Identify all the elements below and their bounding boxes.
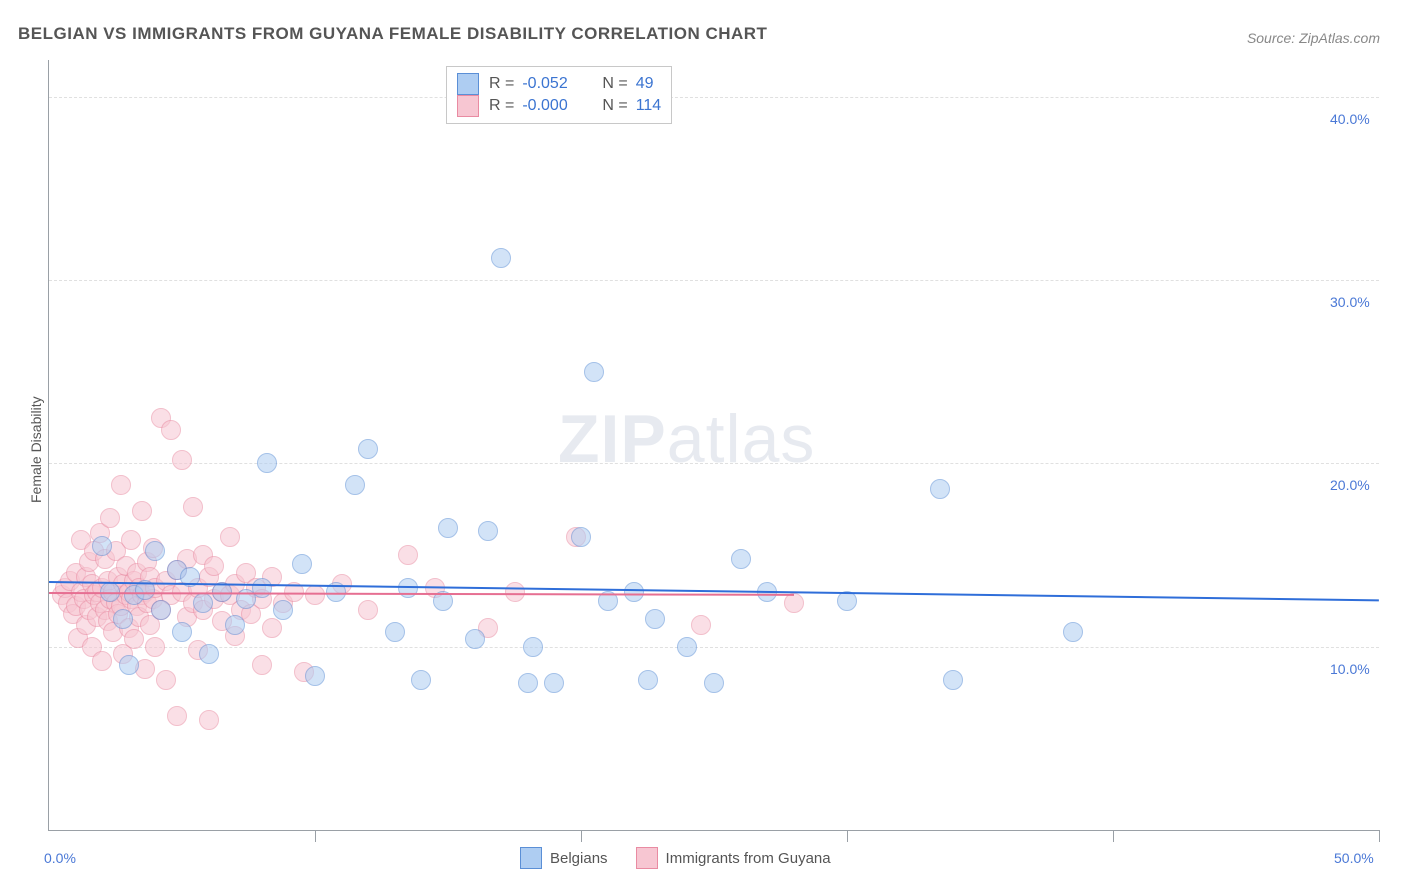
data-point bbox=[119, 655, 139, 675]
legend-swatch bbox=[457, 73, 479, 95]
watermark: ZIPatlas bbox=[558, 400, 815, 478]
legend-swatch bbox=[520, 847, 542, 869]
series-legend-item: Immigrants from Guyana bbox=[636, 847, 831, 869]
data-point bbox=[172, 622, 192, 642]
data-point bbox=[943, 670, 963, 690]
data-point bbox=[398, 545, 418, 565]
data-point bbox=[1063, 622, 1083, 642]
data-point bbox=[731, 549, 751, 569]
data-point bbox=[677, 637, 697, 657]
legend-swatch bbox=[636, 847, 658, 869]
data-point bbox=[124, 629, 144, 649]
legend-n-label: N = bbox=[602, 75, 627, 93]
data-point bbox=[305, 666, 325, 686]
x-tick bbox=[315, 830, 316, 842]
data-point bbox=[262, 618, 282, 638]
watermark-atlas: atlas bbox=[667, 401, 816, 477]
data-point bbox=[411, 670, 431, 690]
data-point bbox=[478, 521, 498, 541]
data-point bbox=[100, 508, 120, 528]
data-point bbox=[518, 673, 538, 693]
x-tick bbox=[847, 830, 848, 842]
gridline bbox=[49, 97, 1379, 98]
x-tick bbox=[1379, 830, 1380, 842]
data-point bbox=[465, 629, 485, 649]
y-tick-label: 10.0% bbox=[1330, 661, 1370, 677]
data-point bbox=[638, 670, 658, 690]
data-point bbox=[252, 578, 272, 598]
data-point bbox=[345, 475, 365, 495]
data-point bbox=[151, 600, 171, 620]
data-point bbox=[161, 420, 181, 440]
data-point bbox=[199, 644, 219, 664]
data-point bbox=[691, 615, 711, 635]
data-point bbox=[704, 673, 724, 693]
data-point bbox=[645, 609, 665, 629]
data-point bbox=[111, 475, 131, 495]
data-point bbox=[204, 556, 224, 576]
x-tick bbox=[581, 830, 582, 842]
data-point bbox=[252, 655, 272, 675]
data-point bbox=[292, 554, 312, 574]
x-max-label: 50.0% bbox=[1334, 850, 1374, 866]
y-axis-title: Female Disability bbox=[28, 396, 44, 503]
chart-title: BELGIAN VS IMMIGRANTS FROM GUYANA FEMALE… bbox=[18, 24, 767, 44]
data-point bbox=[172, 450, 192, 470]
gridline bbox=[49, 280, 1379, 281]
series-name: Immigrants from Guyana bbox=[666, 850, 831, 867]
legend-n-value: 49 bbox=[636, 75, 654, 93]
data-point bbox=[358, 600, 378, 620]
legend-n-label: N = bbox=[602, 97, 627, 115]
legend-row: R = -0.000 N = 114 bbox=[457, 95, 661, 117]
data-point bbox=[523, 637, 543, 657]
data-point bbox=[113, 609, 133, 629]
data-point bbox=[544, 673, 564, 693]
legend-r-label: R = bbox=[489, 97, 514, 115]
legend-r-label: R = bbox=[489, 75, 514, 93]
data-point bbox=[438, 518, 458, 538]
data-point bbox=[505, 582, 525, 602]
data-point bbox=[199, 710, 219, 730]
x-min-label: 0.0% bbox=[44, 850, 76, 866]
data-point bbox=[257, 453, 277, 473]
data-point bbox=[193, 593, 213, 613]
data-point bbox=[624, 582, 644, 602]
series-legend: Belgians Immigrants from Guyana bbox=[520, 847, 831, 869]
gridline bbox=[49, 647, 1379, 648]
legend-row: R = -0.052 N = 49 bbox=[457, 73, 661, 95]
data-point bbox=[273, 600, 293, 620]
series-legend-item: Belgians bbox=[520, 847, 608, 869]
source-attribution: Source: ZipAtlas.com bbox=[1247, 30, 1380, 46]
legend-swatch bbox=[457, 95, 479, 117]
legend-r-value: -0.052 bbox=[522, 75, 586, 93]
legend-r-value: -0.000 bbox=[522, 97, 586, 115]
data-point bbox=[132, 501, 152, 521]
data-point bbox=[225, 615, 245, 635]
data-point bbox=[92, 651, 112, 671]
x-tick bbox=[1113, 830, 1114, 842]
data-point bbox=[156, 670, 176, 690]
data-point bbox=[145, 541, 165, 561]
y-tick-label: 40.0% bbox=[1330, 111, 1370, 127]
legend-n-value: 114 bbox=[636, 97, 662, 115]
data-point bbox=[571, 527, 591, 547]
data-point bbox=[305, 585, 325, 605]
data-point bbox=[121, 530, 141, 550]
data-point bbox=[358, 439, 378, 459]
y-tick-label: 20.0% bbox=[1330, 477, 1370, 493]
data-point bbox=[385, 622, 405, 642]
correlation-legend: R = -0.052 N = 49 R = -0.000 N = 114 bbox=[446, 66, 672, 124]
data-point bbox=[183, 497, 203, 517]
watermark-zip: ZIP bbox=[558, 401, 667, 477]
data-point bbox=[584, 362, 604, 382]
data-point bbox=[92, 536, 112, 556]
data-point bbox=[930, 479, 950, 499]
data-point bbox=[491, 248, 511, 268]
series-name: Belgians bbox=[550, 850, 608, 867]
data-point bbox=[145, 637, 165, 657]
data-point bbox=[220, 527, 240, 547]
data-point bbox=[167, 706, 187, 726]
y-tick-label: 30.0% bbox=[1330, 294, 1370, 310]
